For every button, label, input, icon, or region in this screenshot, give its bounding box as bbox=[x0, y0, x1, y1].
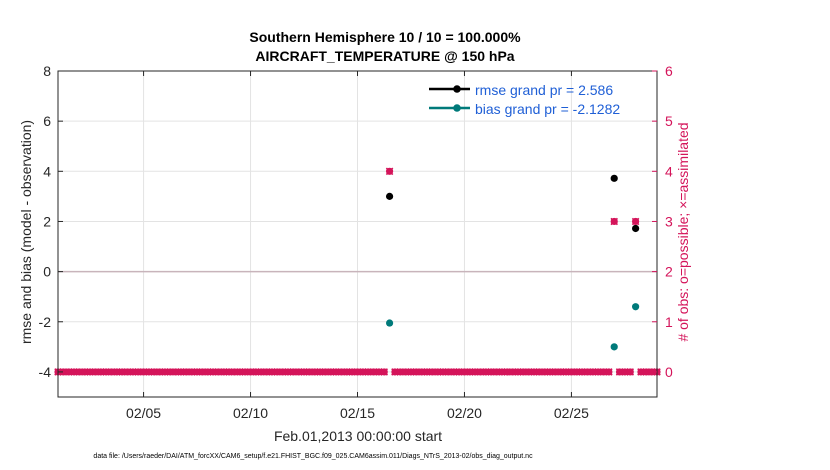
legend-label-rmse: rmse grand pr = 2.586 bbox=[475, 82, 613, 98]
y-left-tick-label-4: 4 bbox=[43, 163, 51, 179]
legend-marker-bias bbox=[453, 104, 461, 112]
x-axis-label: Feb.01,2013 00:00:00 start bbox=[274, 428, 442, 444]
y-right-tick-label-4: 4 bbox=[665, 163, 673, 179]
y-right-tick-label-1: 1 bbox=[665, 314, 673, 330]
data-marks bbox=[54, 167, 661, 376]
obs-assimilated-point-108 bbox=[631, 217, 640, 226]
y-right-tick-label-6: 6 bbox=[665, 63, 673, 79]
x-tick-label-3: 02/20 bbox=[447, 405, 482, 421]
legend-label-bias: bias grand pr = -2.1282 bbox=[475, 101, 620, 117]
x-tick-label-1: 02/10 bbox=[233, 405, 268, 421]
rmse-grand-pr-2-586-point-0 bbox=[385, 192, 394, 200]
obs-assimilated-point-103 bbox=[605, 368, 613, 376]
y-right-tick-label-5: 5 bbox=[665, 113, 673, 129]
rmse-grand-pr-2-586-point-1 bbox=[610, 174, 618, 182]
legend-entry-rmse: rmse grand pr = 2.586 bbox=[429, 82, 613, 98]
y-axis-label-left: rmse and bias (model - observation) bbox=[18, 120, 34, 344]
y-left-tick-label-3: 2 bbox=[43, 213, 51, 229]
chart-subtitle: AIRCRAFT_TEMPERATURE @ 150 hPa bbox=[255, 48, 514, 64]
bias-grand-pr-2-1282-point-2 bbox=[632, 303, 640, 311]
y-right-tick-label-3: 3 bbox=[665, 213, 673, 229]
rmse-grand-pr-2-586-point-2 bbox=[632, 224, 640, 233]
x-tick-label-0: 02/05 bbox=[126, 405, 161, 421]
axis-ticks: 02/05 02/10 02/15 02/20 02/25 -4 -2 0 2 4 6 8 0 1 2 3 4 5… bbox=[39, 63, 673, 421]
y-left-tick-label-1: -2 bbox=[39, 314, 52, 330]
y-left-tick-label-2: 0 bbox=[43, 264, 51, 280]
legend: rmse grand pr = 2.586 bias grand pr = -2… bbox=[429, 82, 620, 117]
y-left-tick-label-6: 8 bbox=[43, 63, 51, 79]
legend-marker-rmse bbox=[453, 85, 461, 93]
y-left-tick-label-5: 6 bbox=[43, 113, 51, 129]
obs-assimilated-point-104 bbox=[610, 217, 618, 226]
legend-entry-bias: bias grand pr = -2.1282 bbox=[429, 101, 620, 117]
y-right-tick-label-0: 0 bbox=[665, 364, 673, 380]
y-left-tick-label-0: -4 bbox=[39, 364, 52, 380]
bias-grand-pr-2-1282-point-1 bbox=[610, 343, 618, 351]
chart-title: Southern Hemisphere 10 / 10 = 100.000% bbox=[249, 29, 521, 45]
data-file-footnote: data file: /Users/raeder/DAI/ATM_forcXX/… bbox=[93, 453, 533, 460]
x-tick-label-2: 02/15 bbox=[340, 405, 375, 421]
obs-assimilated-point-62 bbox=[385, 167, 394, 176]
y-axis-label-right: # of obs: o=possible; ×=assimilated bbox=[675, 122, 691, 341]
obs-assimilated-point-107 bbox=[626, 368, 635, 376]
obs-assimilated-point-61 bbox=[380, 368, 389, 376]
x-tick-label-4: 02/25 bbox=[554, 405, 589, 421]
bias-grand-pr-2-1282-point-0 bbox=[385, 319, 394, 327]
y-right-tick-label-2: 2 bbox=[665, 264, 673, 280]
